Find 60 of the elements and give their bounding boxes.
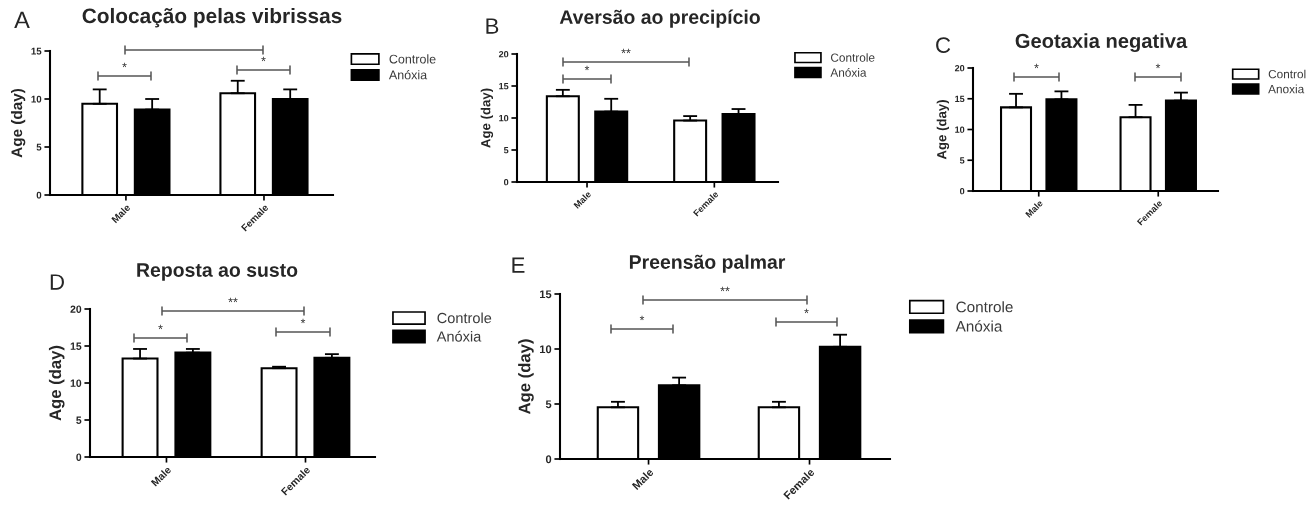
annotation: *	[1034, 63, 1039, 69]
legend-label: Controle	[437, 312, 492, 324]
chart-title: Colocação pelas vibrissas	[82, 7, 342, 28]
annotation: *	[122, 62, 127, 68]
y-tick-label: 20	[498, 50, 509, 58]
text: **	[228, 297, 238, 303]
y-tick-label: 15	[70, 342, 82, 350]
annotation: *	[158, 324, 163, 330]
y-tick-label: 15	[499, 83, 509, 90]
y-axis-title: Age (day)	[518, 339, 534, 415]
annotation: *	[584, 65, 590, 71]
legend-label: Controle	[956, 301, 1013, 313]
y-tick-label: 10	[540, 345, 552, 354]
legend-label: Anoxia	[1268, 84, 1305, 94]
legend-label: Control	[1268, 69, 1306, 79]
y-tick-label: 10	[70, 379, 82, 387]
text: B	[486, 18, 499, 34]
text: **	[720, 286, 730, 292]
chart-title: Geotaxia negativa	[1015, 33, 1188, 53]
legend-label: Anóxia	[955, 320, 1003, 332]
y-tick-label: 5	[545, 400, 552, 409]
y-tick-label: 10	[31, 95, 42, 103]
y-tick-label: 20	[70, 305, 82, 313]
y-axis-title: Age (day)	[48, 345, 65, 421]
chart-title: Preensão palmar	[629, 254, 786, 273]
y-tick-label: 10	[499, 114, 509, 122]
chart-title: Aversão ao precipício	[559, 9, 760, 28]
annotation: *	[300, 318, 306, 324]
y-tick-label: 5	[959, 157, 965, 164]
y-tick-label: 5	[76, 416, 82, 424]
y-tick-label: 15	[31, 47, 42, 55]
y-axis-title: Age (day)	[10, 88, 26, 158]
annotation: *	[804, 308, 809, 314]
annotation: *	[261, 56, 266, 62]
annotation: *	[1155, 63, 1161, 69]
y-tick-label: 0	[504, 178, 509, 186]
text: **	[621, 48, 631, 54]
legend-label: Controle	[389, 54, 436, 64]
y-tick-label: 0	[545, 455, 552, 464]
legend-label: Anóxia	[830, 67, 867, 77]
y-tick-label: 15	[955, 95, 965, 103]
y-tick-label: 0	[960, 187, 965, 195]
y-tick-label: 20	[954, 64, 965, 72]
text: D	[50, 274, 64, 290]
y-tick-label: 0	[36, 191, 42, 199]
y-axis-title: Age (day)	[480, 88, 494, 148]
y-tick-label: 15	[540, 290, 552, 299]
legend-label: Anóxia	[388, 70, 428, 80]
y-axis-title: Age (day)	[936, 100, 950, 160]
y-tick-label: 0	[76, 453, 82, 461]
y-tick-label: 5	[36, 143, 42, 151]
chart-title: Reposta ao susto	[137, 263, 298, 281]
text: E	[512, 257, 525, 273]
y-tick-label: 5	[503, 147, 509, 154]
annotation: *	[639, 315, 645, 321]
legend-label: Controle	[830, 53, 875, 62]
text: C	[936, 37, 951, 53]
legend-label: Anóxia	[436, 330, 482, 342]
text: A	[14, 11, 30, 29]
y-tick-label: 10	[955, 126, 965, 133]
